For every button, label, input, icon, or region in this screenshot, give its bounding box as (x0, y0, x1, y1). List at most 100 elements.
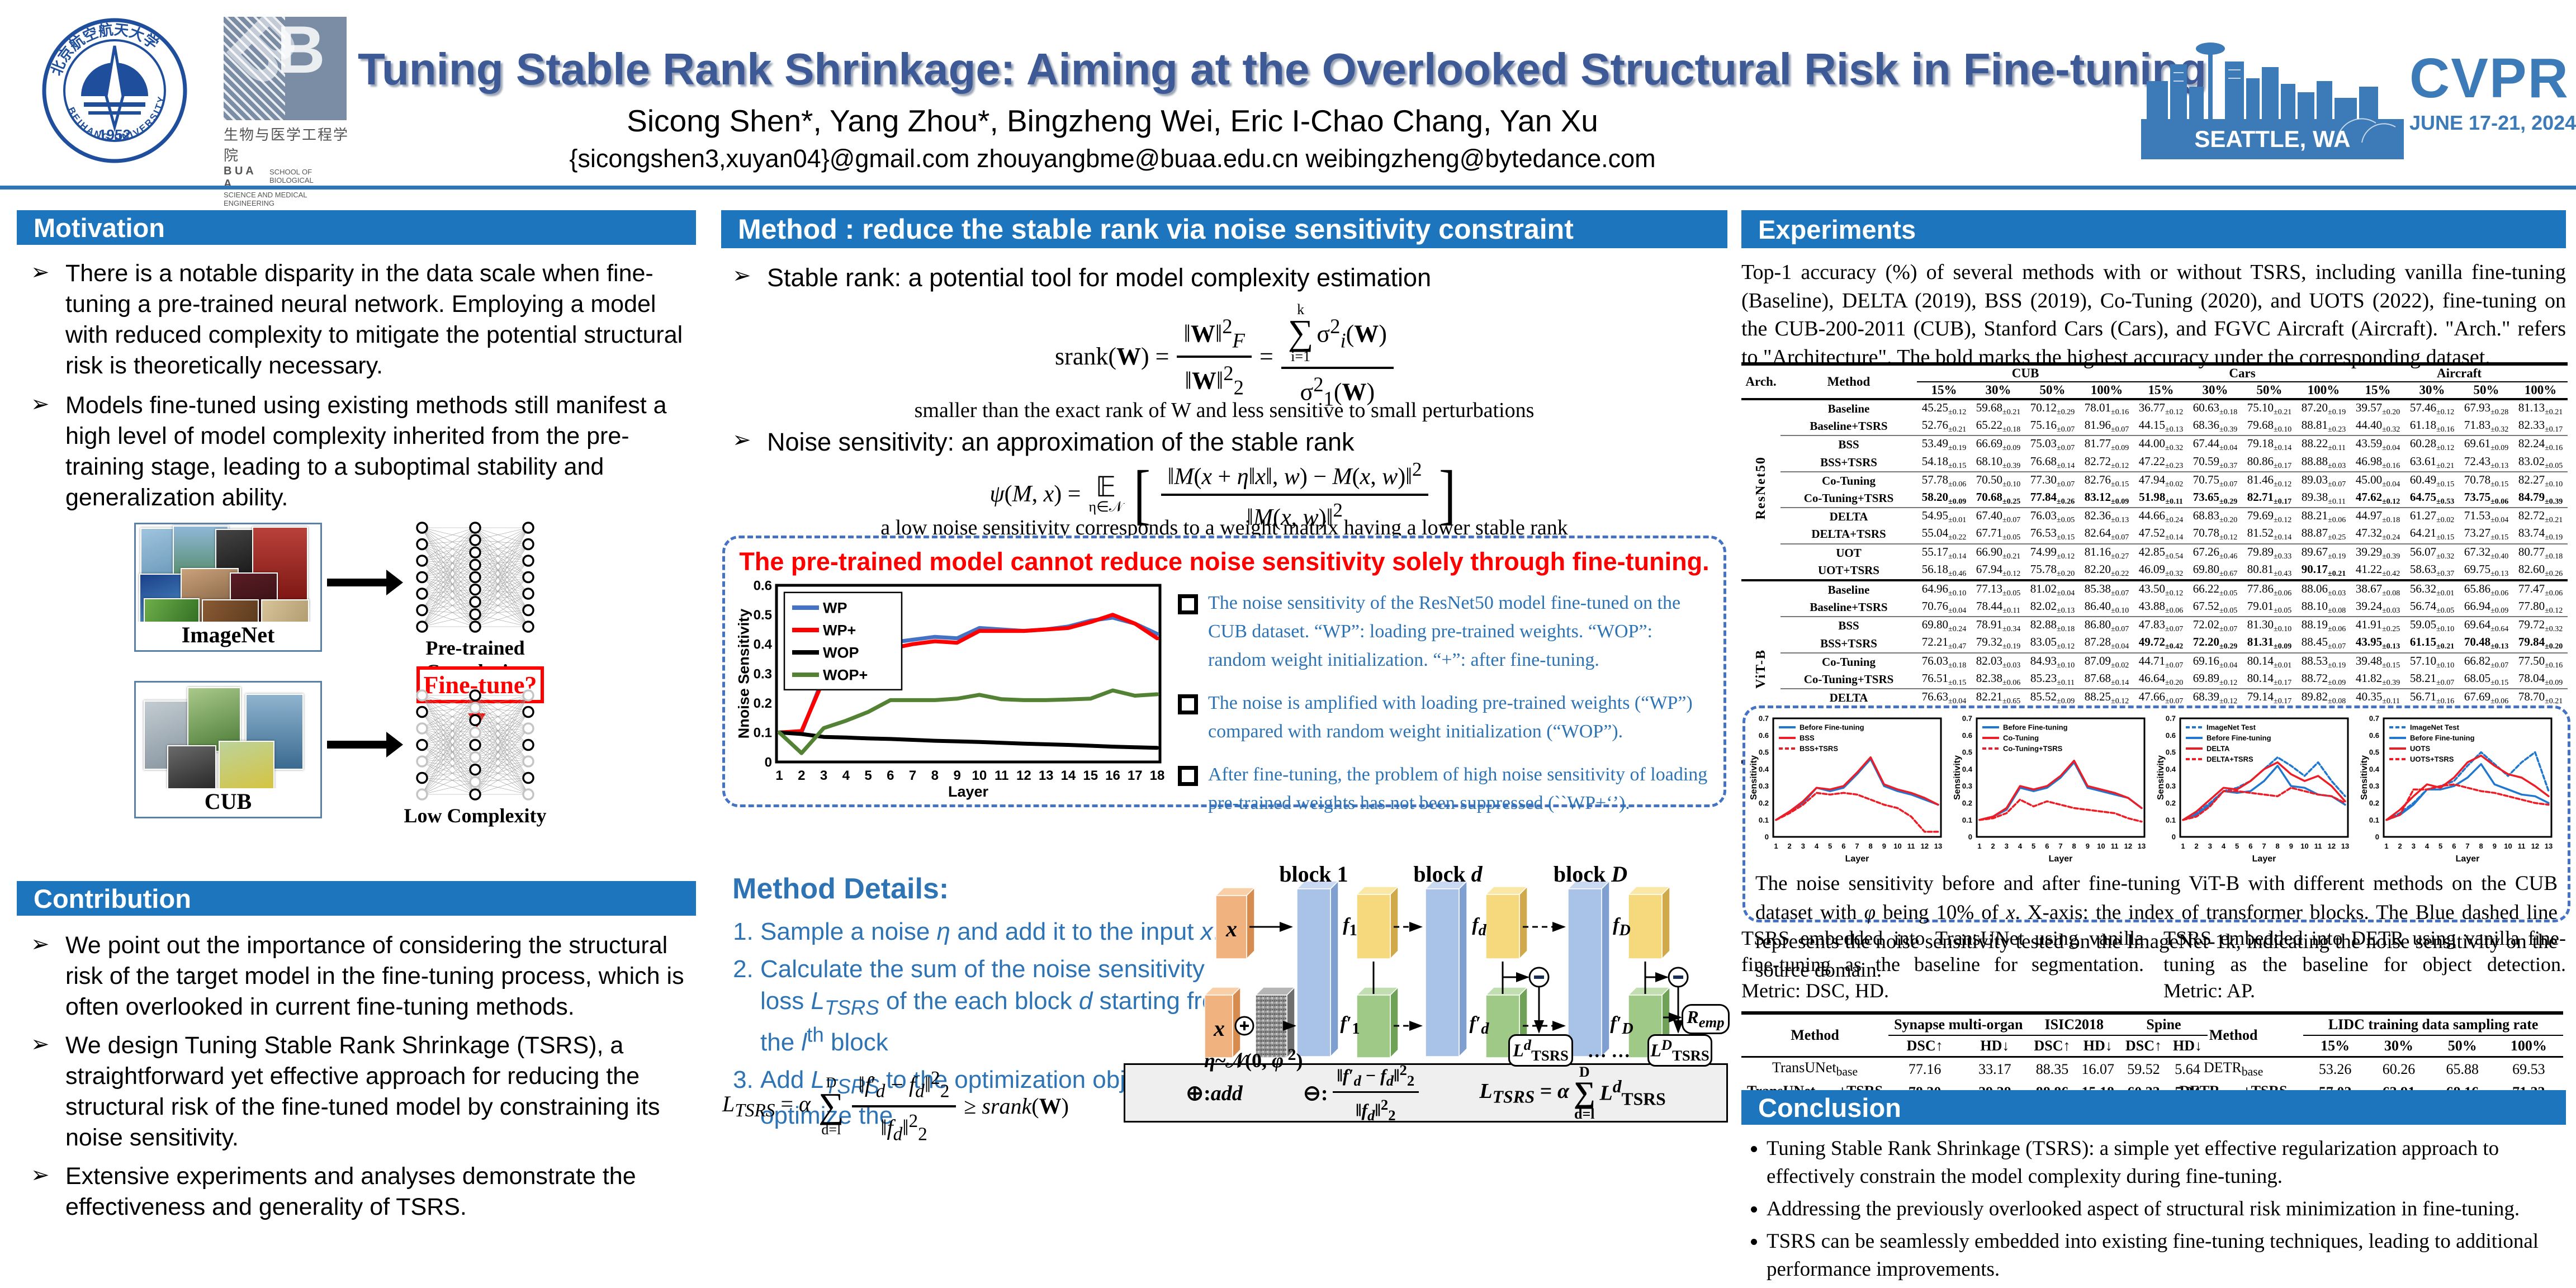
table-cell: 82.72±0.21 (2518, 509, 2563, 525)
svg-text:9: 9 (2086, 842, 2090, 850)
table-cell: 65.22±0.18 (1976, 418, 2021, 434)
table-cell: 78.44±0.11 (1976, 599, 2020, 615)
dots-label: … … (1587, 1041, 1631, 1062)
table-cell: 77.86±0.06 (2247, 581, 2292, 598)
svg-text:9: 9 (1882, 842, 1886, 850)
table-row: UOT+TSRS 56.18±0.46 67.94±0.12 75.78±0.20 82… (1741, 562, 2568, 580)
table-cell: 41.91±0.25 (2355, 618, 2400, 634)
svg-text:Co-Tuning+TSRS: Co-Tuning+TSRS (2003, 745, 2063, 753)
vitb-plots-caption: The noise sensitivity before and after f… (1755, 872, 2558, 982)
section-contribution-header: Contribution (17, 881, 696, 916)
svg-text:Before Fine-tuning: Before Fine-tuning (2206, 734, 2271, 742)
table-cell: 81.02±0.04 (2030, 581, 2075, 598)
svg-text:0.4: 0.4 (1759, 765, 1769, 773)
svg-text:0.1: 0.1 (1962, 816, 1972, 824)
table-cell: 68.83±0.20 (2193, 509, 2238, 525)
cvpr-logo: SEATTLE, WA CVPR JUNE 17-21, 2024 (2141, 31, 2576, 159)
table-cell: 77.13±0.05 (1976, 581, 2021, 598)
svg-text:0.1: 0.1 (2166, 816, 2176, 824)
arrow-bullet-icon: ➢ (31, 392, 50, 417)
svg-text:6: 6 (2248, 842, 2252, 850)
svg-text:WP: WP (823, 599, 847, 616)
table-cell: 61.27±0.02 (2409, 509, 2455, 525)
low-complexity-network-diagram (416, 689, 534, 801)
arrow-bullet-icon: ➢ (31, 932, 50, 956)
table-cell: 41.22±0.42 (2355, 562, 2400, 578)
method-bullet-noise-sensitivity: ➢ Noise sensitivity: an approximation of … (732, 426, 1716, 458)
svg-text:0: 0 (2375, 833, 2379, 841)
table-cell: 88.10±0.08 (2301, 599, 2346, 615)
svg-text:Layer: Layer (2456, 854, 2480, 864)
svg-text:2: 2 (2398, 842, 2402, 850)
table-row: TransUNetbase 77.16 33.17 88.35 16.07 59.52 5.… (1772, 1059, 2200, 1079)
svg-text:10: 10 (972, 768, 987, 783)
svg-text:Nnoise Sensitivity: Nnoise Sensitivity (737, 609, 752, 739)
svg-text:13: 13 (2341, 842, 2349, 850)
svg-text:8: 8 (2072, 842, 2076, 850)
table-cell: 67.69±0.06 (2464, 690, 2509, 706)
transunet-caption: TSRS embedded into TransUNet using vanil… (1741, 927, 2144, 1002)
table-cell: 64.21±0.15 (2409, 526, 2455, 542)
header: 北京航空航天大学 BEIHANG UNIVERSITY 1952 B B 生物与… (0, 0, 2576, 207)
beihang-logo: 北京航空航天大学 BEIHANG UNIVERSITY 1952 (39, 12, 190, 169)
svg-text:Before Fine-tuning: Before Fine-tuning (2410, 734, 2475, 742)
table-cell: 82.24±0.16 (2518, 437, 2563, 453)
table-cell: 68.36±0.39 (2193, 418, 2238, 434)
svg-text:7: 7 (2058, 842, 2062, 850)
table-cell: 76.53±0.15 (2030, 526, 2075, 542)
section-method-header: Method : reduce the stable rank via nois… (721, 210, 1727, 248)
svg-text:0.3: 0.3 (1759, 782, 1769, 790)
table-cell: 78.91±0.34 (1976, 618, 2021, 634)
table-cell: 80.77±0.18 (2518, 544, 2563, 561)
table-cell: 73.27±0.15 (2464, 526, 2509, 542)
table-cell: 83.74±0.19 (2518, 526, 2563, 542)
table-cell: 89.03±0.07 (2301, 472, 2346, 489)
table-cell: 81.77±0.09 (2084, 437, 2129, 453)
table-cell: 66.90±0.21 (1976, 544, 2021, 561)
table-cell: 44.71±0.07 (2138, 654, 2184, 670)
table-cell: 66.69±0.09 (1976, 437, 2021, 453)
table-cell: 70.75±0.07 (2193, 472, 2238, 489)
svg-text:0.5: 0.5 (2166, 748, 2176, 756)
svg-text:ImageNet Test: ImageNet Test (2410, 723, 2460, 732)
svg-text:0.1: 0.1 (754, 726, 772, 741)
table-cell: 70.68±0.25 (1976, 490, 2021, 506)
x-input-label: x (1226, 916, 1237, 941)
table-cell: 75.03±0.07 (2030, 437, 2075, 453)
table-cell: 69.80±0.24 (1921, 618, 1967, 634)
table-cell: 79.14±0.17 (2247, 690, 2292, 706)
svg-text:8: 8 (1869, 842, 1873, 850)
table-cell: 61.15±0.21 (2409, 635, 2455, 651)
table-cell: 56.07±0.32 (2409, 544, 2455, 561)
svg-text:WOP: WOP (823, 644, 859, 661)
svg-text:Layer: Layer (2049, 854, 2073, 864)
table-cell: 43.59±0.04 (2355, 437, 2400, 453)
svg-text:Layer: Layer (1845, 854, 1869, 864)
table-cell: 81.46±0.12 (2247, 472, 2292, 489)
table-cell: 80.14±0.17 (2247, 671, 2292, 687)
table-cell: 81.52±0.14 (2247, 526, 2292, 542)
method-step: Calculate the sum of the noise sensitivi… (760, 953, 1252, 1058)
svg-text:12: 12 (2124, 842, 2132, 850)
svg-text:Before Fine-tuning: Before Fine-tuning (2003, 723, 2068, 732)
table-cell: 83.05±0.12 (2030, 635, 2075, 651)
table-cell: 63.61±0.21 (2409, 454, 2455, 470)
arrow-bullet-icon: ➢ (732, 428, 751, 452)
table-cell: 80.81±0.43 (2247, 562, 2292, 578)
table-cell: 59.68±0.21 (1976, 401, 2021, 417)
table-cell: 82.76±0.15 (2084, 472, 2129, 489)
table-cell: 69.80±0.67 (2193, 562, 2238, 578)
arrow-bullet-icon: ➢ (31, 260, 50, 285)
section-conclusion-header: Conclusion (1741, 1090, 2566, 1125)
table-cell: 83.12±0.09 (2084, 490, 2129, 506)
svg-text:1: 1 (775, 768, 783, 783)
svg-text:3: 3 (2412, 842, 2416, 850)
svg-text:12: 12 (1921, 842, 1929, 850)
table-cell: 56.32±0.01 (2409, 581, 2455, 598)
loss-d-box: LdTSRS (1508, 1034, 1573, 1067)
svg-text:2: 2 (2195, 842, 2199, 850)
svg-text:0.5: 0.5 (1962, 748, 1972, 756)
cub-collage: CUB (134, 681, 322, 818)
loss-D-box: LDTSRS (1647, 1034, 1712, 1067)
